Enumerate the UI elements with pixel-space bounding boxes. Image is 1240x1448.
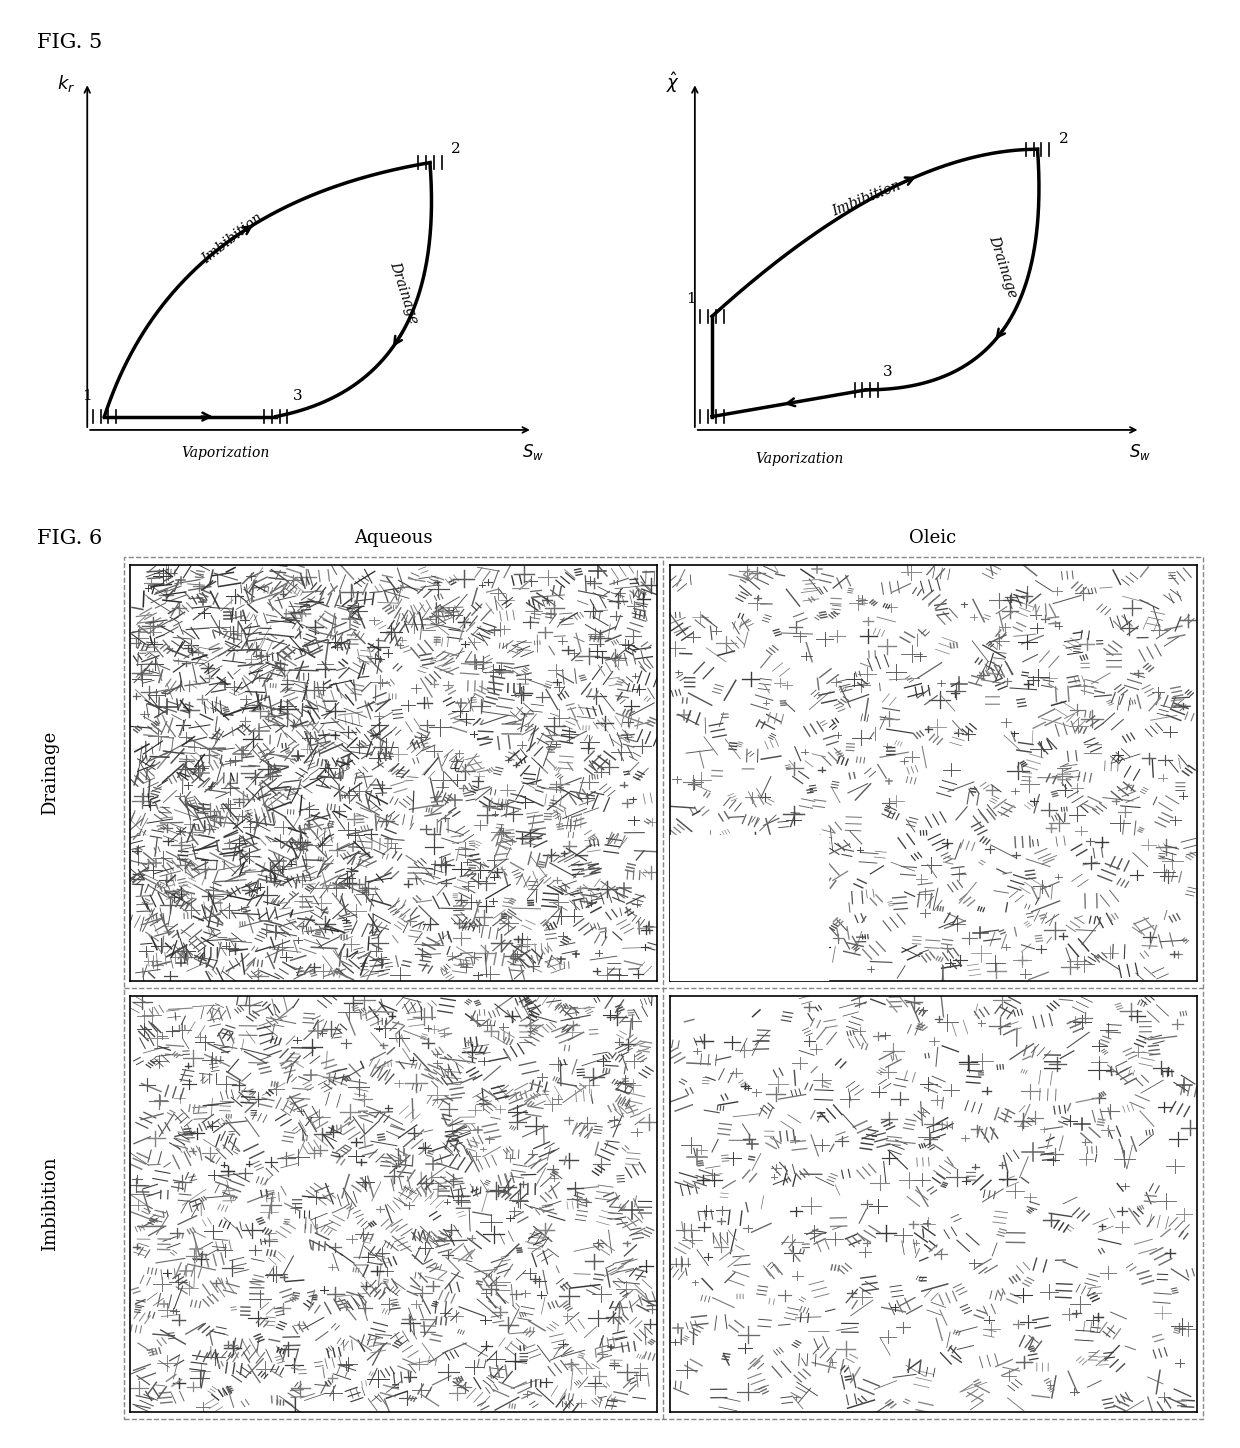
- Text: Vaporization: Vaporization: [755, 452, 843, 466]
- Text: FIG. 5: FIG. 5: [37, 33, 103, 52]
- Text: Imbibition: Imbibition: [41, 1157, 58, 1251]
- Text: Drainage: Drainage: [388, 261, 420, 326]
- Text: 1: 1: [82, 390, 92, 403]
- Text: FIG. 6: FIG. 6: [37, 529, 103, 547]
- Text: Imbibition: Imbibition: [200, 210, 265, 266]
- Text: 2: 2: [1059, 132, 1069, 146]
- Text: 1: 1: [686, 292, 696, 306]
- Text: Drainage: Drainage: [987, 233, 1021, 300]
- Bar: [670, 835, 828, 982]
- Text: $S_w$: $S_w$: [1130, 442, 1152, 462]
- Text: Aqueous: Aqueous: [355, 530, 433, 547]
- Text: $\hat{\chi}$: $\hat{\chi}$: [666, 71, 681, 96]
- Text: $S_w$: $S_w$: [522, 442, 544, 462]
- Text: $k_r$: $k_r$: [57, 72, 74, 94]
- Text: 2: 2: [451, 142, 461, 155]
- Text: Imbibition: Imbibition: [830, 180, 903, 219]
- Text: 3: 3: [293, 390, 303, 403]
- Text: Drainage: Drainage: [41, 731, 58, 815]
- Text: 3: 3: [883, 365, 893, 379]
- Text: Vaporization: Vaporization: [181, 446, 270, 459]
- Text: Oleic: Oleic: [909, 530, 957, 547]
